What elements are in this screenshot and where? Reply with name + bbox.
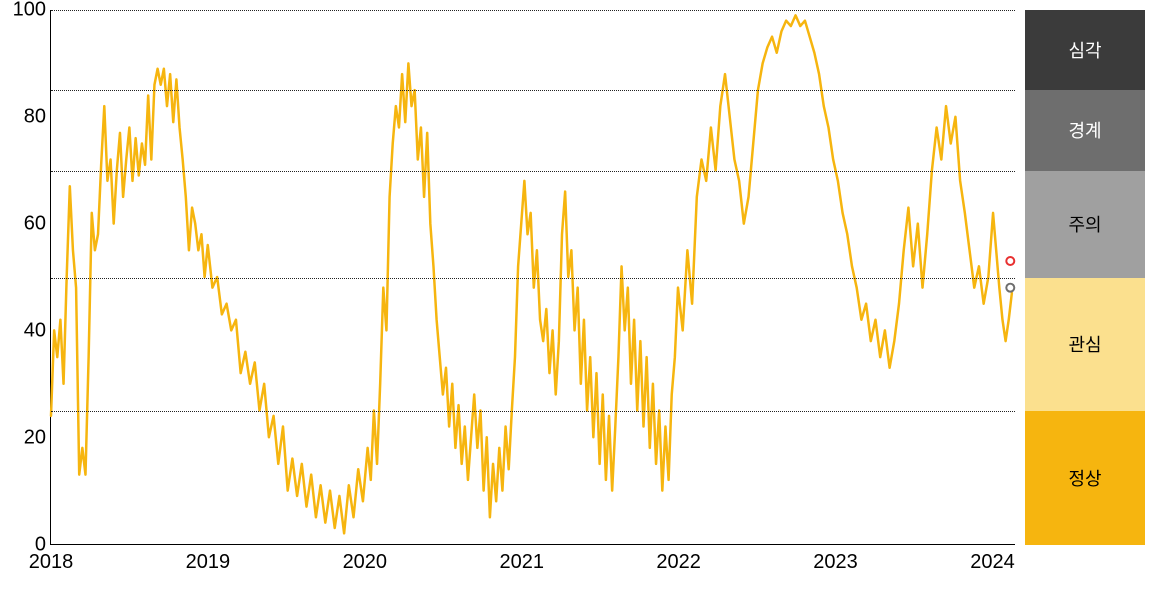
plot-region: 0204060801002018201920202021202220232024 [50, 10, 1015, 545]
y-tick-label: 60 [11, 213, 46, 236]
gridline [51, 278, 1015, 279]
gridline [51, 90, 1015, 91]
series-line [51, 15, 1012, 533]
x-tick-label: 2024 [970, 551, 1015, 574]
y-tick-label: 40 [11, 320, 46, 343]
gridline [51, 411, 1015, 412]
marker-point [1006, 257, 1014, 265]
gridline [51, 171, 1015, 172]
marker-point [1006, 284, 1014, 292]
legend-band: 심각 [1025, 10, 1145, 90]
y-tick-label: 80 [11, 106, 46, 129]
x-tick-label: 2021 [499, 551, 544, 574]
legend-band: 주의 [1025, 171, 1145, 278]
legend-band: 정상 [1025, 411, 1145, 545]
y-tick-label: 100 [11, 0, 46, 22]
x-tick-label: 2018 [29, 551, 74, 574]
legend-column: 심각경계주의관심정상 [1025, 10, 1145, 545]
y-tick-label: 20 [11, 427, 46, 450]
chart-container: 0204060801002018201920202021202220232024… [0, 0, 1150, 605]
x-tick-label: 2020 [343, 551, 388, 574]
x-tick-label: 2022 [656, 551, 701, 574]
legend-band: 경계 [1025, 90, 1145, 170]
legend-band: 관심 [1025, 278, 1145, 412]
chart-area: 0204060801002018201920202021202220232024 [40, 10, 1015, 565]
gridline [51, 10, 1015, 11]
x-tick-label: 2023 [813, 551, 858, 574]
x-tick-label: 2019 [186, 551, 231, 574]
